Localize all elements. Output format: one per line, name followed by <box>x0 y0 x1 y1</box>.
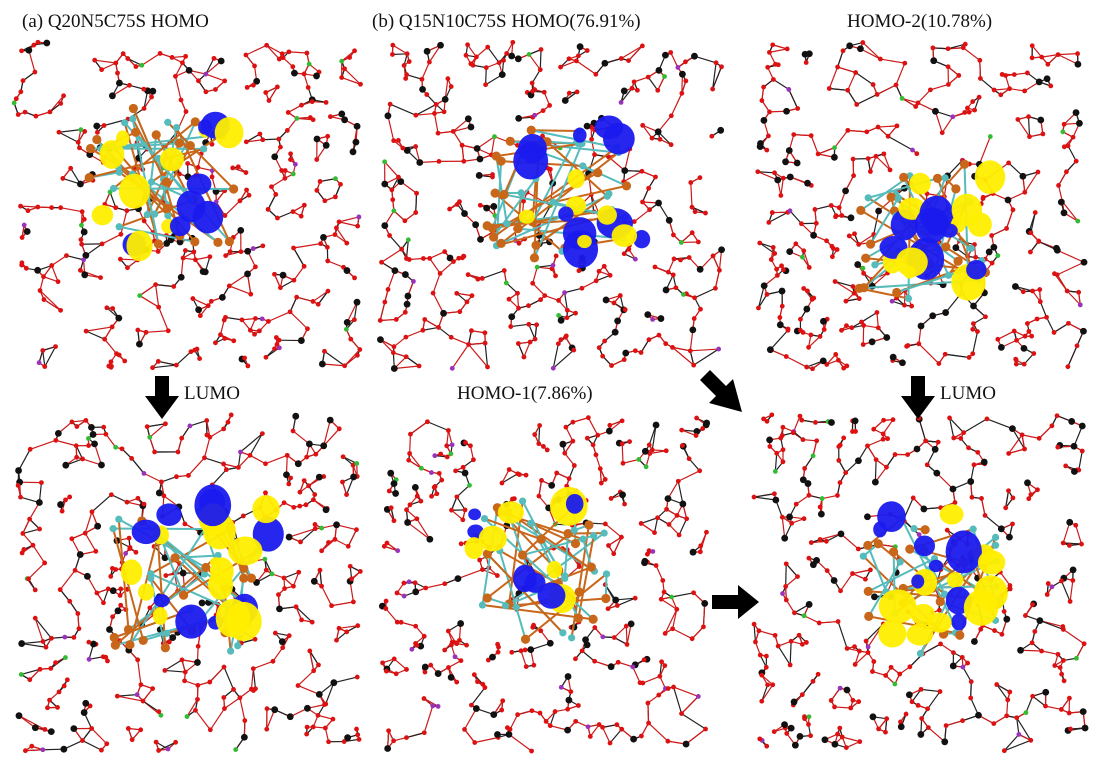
panel-a-title: (a) Q20N5C75S HOMO <box>22 11 209 32</box>
lumo-a-title: LUMO <box>184 383 240 404</box>
homo2-title: HOMO-2(10.78%) <box>847 11 993 32</box>
lumo-b-title: LUMO <box>940 383 996 404</box>
panel-a-lumo-structure <box>10 410 365 755</box>
panel-b-homo1-structure <box>376 410 711 755</box>
arrow-down-icon <box>901 376 935 419</box>
arrow-down-icon <box>145 376 179 419</box>
panel-b-title: (b) Q15N10C75S HOMO(76.91%) <box>372 11 641 32</box>
arrow-right-icon <box>712 585 759 619</box>
panel-b-lumo-structure <box>750 410 1090 755</box>
homo1-title: HOMO-1(7.86%) <box>457 383 593 404</box>
panel-b-homo2-structure <box>750 38 1090 373</box>
panel-a-homo-structure <box>10 38 365 373</box>
arrow-diagonal-icon <box>700 370 742 412</box>
panel-b-homo-structure <box>376 38 726 373</box>
